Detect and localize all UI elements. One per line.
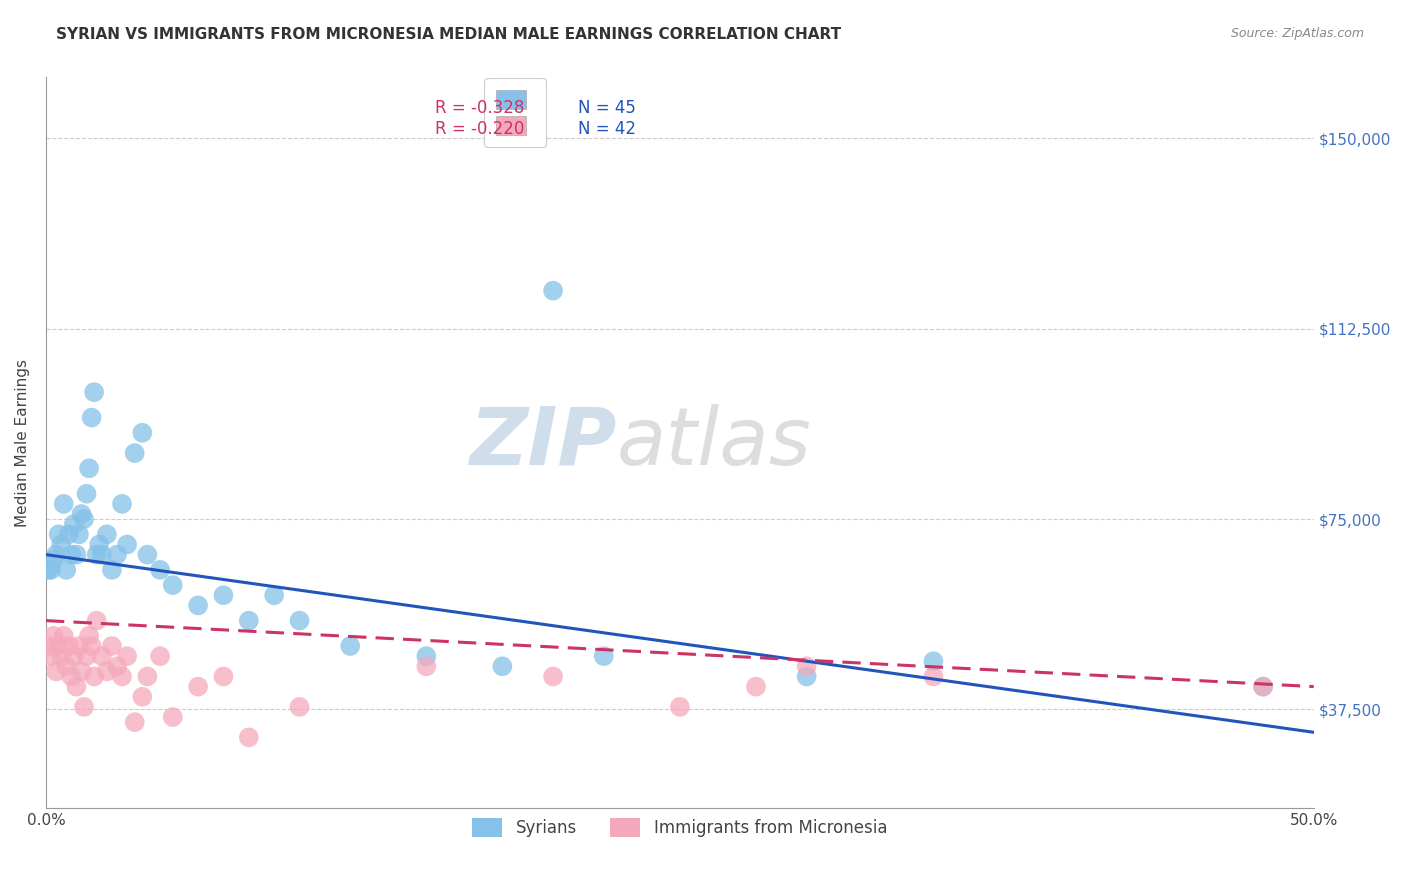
Point — [55, 659, 77, 673]
Point — [115, 537, 138, 551]
Point — [52, 497, 75, 511]
Y-axis label: Median Male Earnings: Median Male Earnings — [15, 359, 30, 527]
Point — [669, 700, 692, 714]
Point — [89, 537, 111, 551]
Point — [67, 639, 90, 653]
Point — [162, 578, 184, 592]
Point — [105, 659, 128, 673]
Point — [212, 588, 235, 602]
Point — [111, 669, 134, 683]
Point — [60, 669, 83, 683]
Point — [187, 599, 209, 613]
Point — [65, 548, 87, 562]
Point — [48, 639, 70, 653]
Point — [288, 614, 311, 628]
Point — [63, 649, 86, 664]
Point — [77, 629, 100, 643]
Text: R = -0.328: R = -0.328 — [436, 99, 524, 117]
Text: Source: ZipAtlas.com: Source: ZipAtlas.com — [1230, 27, 1364, 40]
Text: SYRIAN VS IMMIGRANTS FROM MICRONESIA MEDIAN MALE EARNINGS CORRELATION CHART: SYRIAN VS IMMIGRANTS FROM MICRONESIA MED… — [56, 27, 841, 42]
Point — [96, 527, 118, 541]
Point — [86, 614, 108, 628]
Point — [52, 629, 75, 643]
Point — [51, 537, 73, 551]
Point — [288, 700, 311, 714]
Point — [124, 715, 146, 730]
Point — [45, 665, 67, 679]
Point — [796, 669, 818, 683]
Point — [187, 680, 209, 694]
Point — [592, 649, 614, 664]
Text: N = 42: N = 42 — [578, 120, 637, 137]
Point — [58, 639, 80, 653]
Point — [45, 548, 67, 562]
Point — [745, 680, 768, 694]
Point — [101, 563, 124, 577]
Point — [149, 563, 172, 577]
Point — [63, 517, 86, 532]
Point — [42, 629, 65, 643]
Point — [73, 512, 96, 526]
Point — [101, 639, 124, 653]
Point — [131, 425, 153, 440]
Text: R = -0.220: R = -0.220 — [436, 120, 524, 137]
Point — [90, 649, 112, 664]
Point — [796, 659, 818, 673]
Point — [60, 548, 83, 562]
Point — [415, 659, 437, 673]
Point — [48, 527, 70, 541]
Point — [136, 548, 159, 562]
Point — [65, 680, 87, 694]
Point — [212, 669, 235, 683]
Point — [38, 639, 60, 653]
Point — [58, 527, 80, 541]
Point — [415, 649, 437, 664]
Point — [83, 669, 105, 683]
Point — [111, 497, 134, 511]
Point — [162, 710, 184, 724]
Text: N = 45: N = 45 — [578, 99, 637, 117]
Point — [39, 649, 62, 664]
Point — [38, 563, 60, 577]
Point — [42, 552, 65, 566]
Point — [90, 548, 112, 562]
Point — [149, 649, 172, 664]
Text: atlas: atlas — [616, 404, 811, 482]
Point — [76, 486, 98, 500]
Point — [136, 669, 159, 683]
Point — [105, 548, 128, 562]
Point — [541, 669, 564, 683]
Point — [39, 563, 62, 577]
Point — [922, 669, 945, 683]
Point — [83, 385, 105, 400]
Point — [55, 563, 77, 577]
Legend: Syrians, Immigrants from Micronesia: Syrians, Immigrants from Micronesia — [465, 812, 894, 844]
Point — [77, 461, 100, 475]
Point — [124, 446, 146, 460]
Point — [115, 649, 138, 664]
Point — [238, 731, 260, 745]
Point — [922, 654, 945, 668]
Point — [96, 665, 118, 679]
Point — [67, 527, 90, 541]
Point — [1251, 680, 1274, 694]
Point — [541, 284, 564, 298]
Point — [263, 588, 285, 602]
Point — [70, 507, 93, 521]
Point — [131, 690, 153, 704]
Point — [80, 639, 103, 653]
Point — [70, 665, 93, 679]
Point — [76, 649, 98, 664]
Point — [491, 659, 513, 673]
Point — [238, 614, 260, 628]
Point — [339, 639, 361, 653]
Point — [73, 700, 96, 714]
Text: ZIP: ZIP — [470, 404, 616, 482]
Point — [51, 649, 73, 664]
Point — [1251, 680, 1274, 694]
Point — [86, 548, 108, 562]
Point — [80, 410, 103, 425]
